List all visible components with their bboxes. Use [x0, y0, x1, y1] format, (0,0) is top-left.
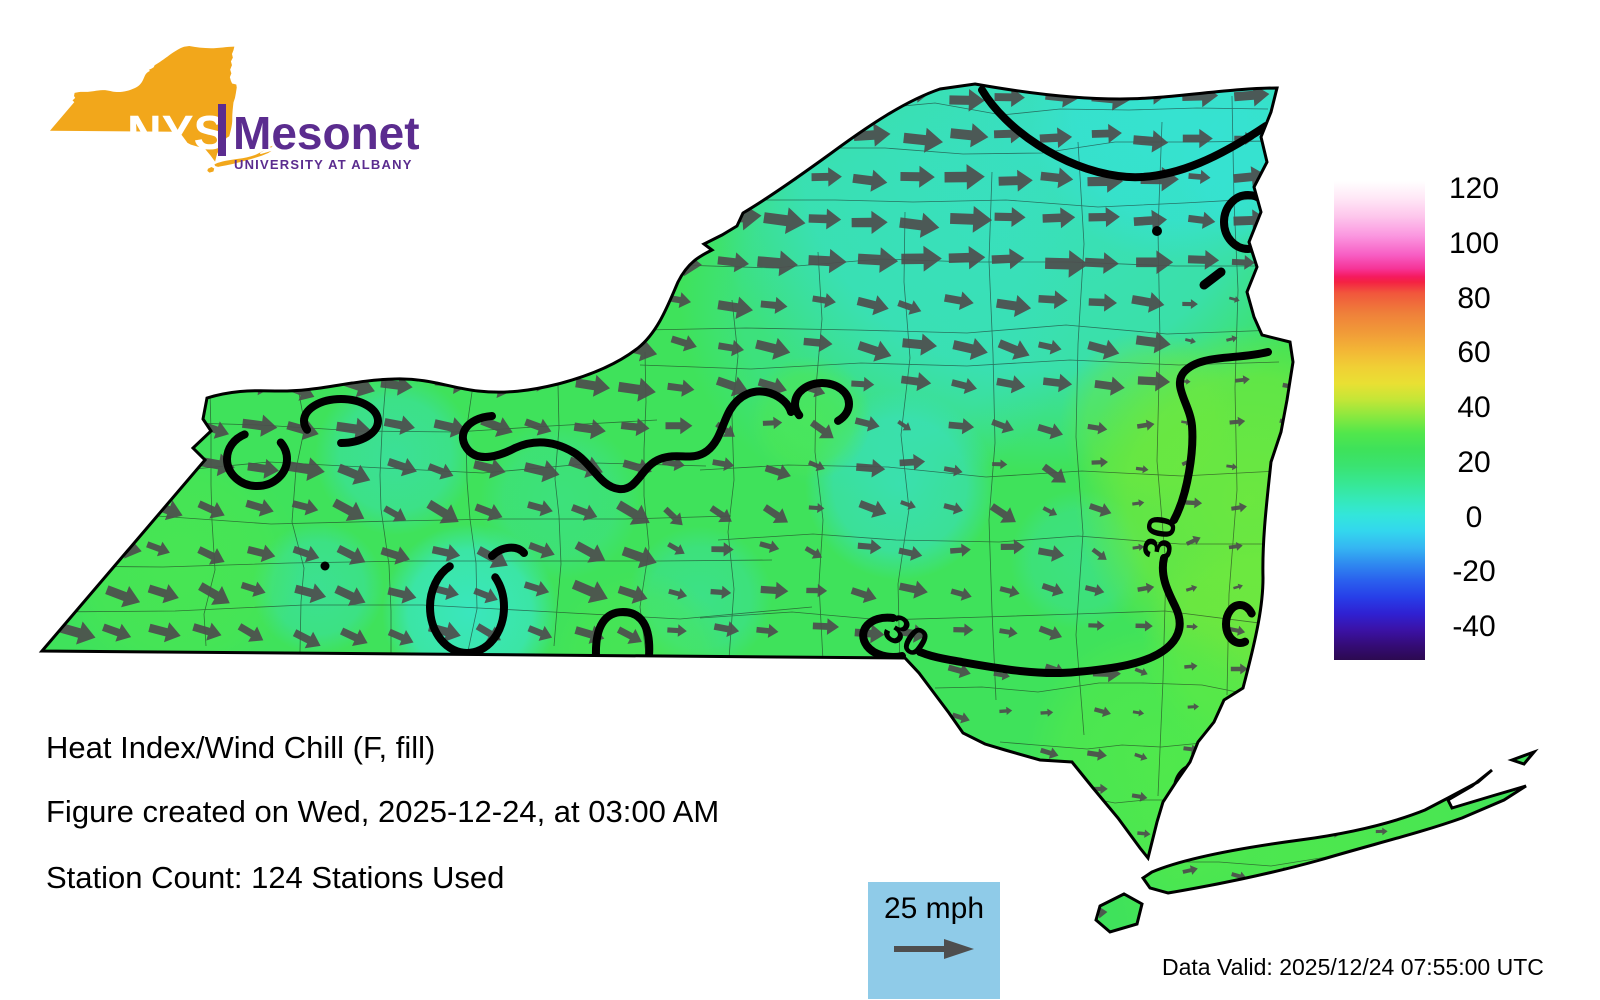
colorbar-tick-labels: 120 100 80 60 40 20 0 -20 -40	[1426, 172, 1522, 660]
data-valid-timestamp: Data Valid: 2025/12/24 07:55:00 UTC	[1162, 954, 1544, 980]
colorbar-tick: 100	[1448, 226, 1500, 260]
station-count-line: Station Count: 124 Stations Used	[46, 860, 505, 895]
colorbar-gradient	[1334, 181, 1425, 660]
wind-speed-legend: 25 mph	[868, 882, 1000, 999]
wind-speed-label: 25 mph	[883, 892, 985, 925]
colorbar-tick: 20	[1457, 445, 1491, 479]
figure-created-line: Figure created on Wed, 2025-12-24, at 03…	[46, 794, 720, 829]
contour-lines-30f	[223, 86, 1276, 815]
logo-divider	[218, 104, 226, 156]
wind-arrow-icon	[894, 939, 974, 959]
colorbar-tick: 0	[1465, 500, 1483, 534]
contour-dots	[320, 226, 1162, 571]
colorbar-tick: -40	[1452, 610, 1496, 644]
nys-mesonet-logo: NYS Mesonet UNIVERSITY AT ALBANY	[49, 46, 420, 173]
logo-abbr: NYS	[127, 107, 226, 160]
contour-label-east: 30	[1134, 512, 1185, 563]
colorbar-tick: 80	[1457, 281, 1491, 315]
logo-name: Mesonet	[233, 107, 420, 159]
logo-tagline: UNIVERSITY AT ALBANY	[234, 157, 413, 172]
colorbar-tick: 60	[1457, 336, 1491, 370]
colorbar-tick: -20	[1452, 555, 1496, 589]
colorbar-tick: 40	[1457, 391, 1491, 425]
product-title: Heat Index/Wind Chill (F, fill)	[46, 730, 436, 765]
colorbar-tick: 120	[1448, 172, 1500, 206]
